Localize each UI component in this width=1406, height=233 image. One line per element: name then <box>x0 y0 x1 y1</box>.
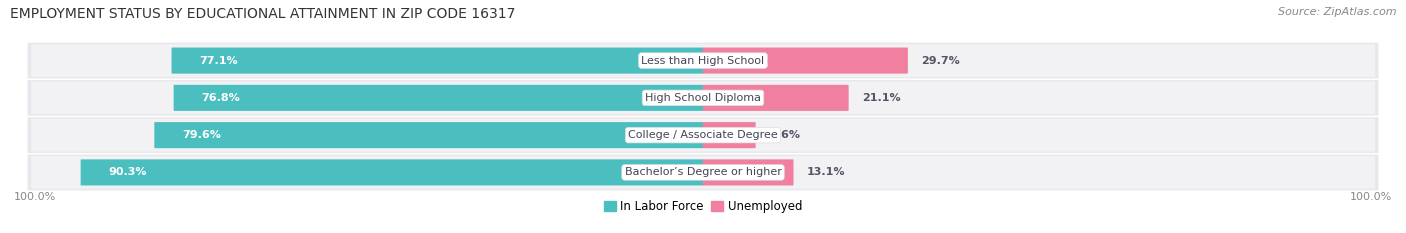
Text: Bachelor’s Degree or higher: Bachelor’s Degree or higher <box>624 168 782 177</box>
Text: 29.7%: 29.7% <box>921 56 960 65</box>
FancyBboxPatch shape <box>703 122 755 148</box>
FancyBboxPatch shape <box>28 117 1378 153</box>
Text: 90.3%: 90.3% <box>108 168 148 177</box>
Text: College / Associate Degree: College / Associate Degree <box>628 130 778 140</box>
FancyBboxPatch shape <box>28 43 1378 79</box>
FancyBboxPatch shape <box>80 159 703 185</box>
FancyBboxPatch shape <box>31 82 1375 114</box>
FancyBboxPatch shape <box>173 85 703 111</box>
Text: EMPLOYMENT STATUS BY EDUCATIONAL ATTAINMENT IN ZIP CODE 16317: EMPLOYMENT STATUS BY EDUCATIONAL ATTAINM… <box>10 7 515 21</box>
FancyBboxPatch shape <box>28 154 1378 190</box>
FancyBboxPatch shape <box>31 44 1375 77</box>
Text: 79.6%: 79.6% <box>183 130 221 140</box>
Text: 21.1%: 21.1% <box>862 93 901 103</box>
Text: 77.1%: 77.1% <box>200 56 238 65</box>
FancyBboxPatch shape <box>155 122 703 148</box>
FancyBboxPatch shape <box>703 48 908 74</box>
FancyBboxPatch shape <box>31 119 1375 151</box>
FancyBboxPatch shape <box>703 159 793 185</box>
Text: 76.8%: 76.8% <box>201 93 240 103</box>
FancyBboxPatch shape <box>172 48 703 74</box>
Legend: In Labor Force, Unemployed: In Labor Force, Unemployed <box>599 195 807 218</box>
Text: 100.0%: 100.0% <box>1350 192 1392 202</box>
Text: Source: ZipAtlas.com: Source: ZipAtlas.com <box>1278 7 1396 17</box>
Text: 13.1%: 13.1% <box>807 168 845 177</box>
FancyBboxPatch shape <box>28 80 1378 116</box>
Text: 100.0%: 100.0% <box>14 192 56 202</box>
Text: High School Diploma: High School Diploma <box>645 93 761 103</box>
FancyBboxPatch shape <box>31 156 1375 189</box>
Text: 7.6%: 7.6% <box>769 130 800 140</box>
Text: Less than High School: Less than High School <box>641 56 765 65</box>
FancyBboxPatch shape <box>703 85 849 111</box>
